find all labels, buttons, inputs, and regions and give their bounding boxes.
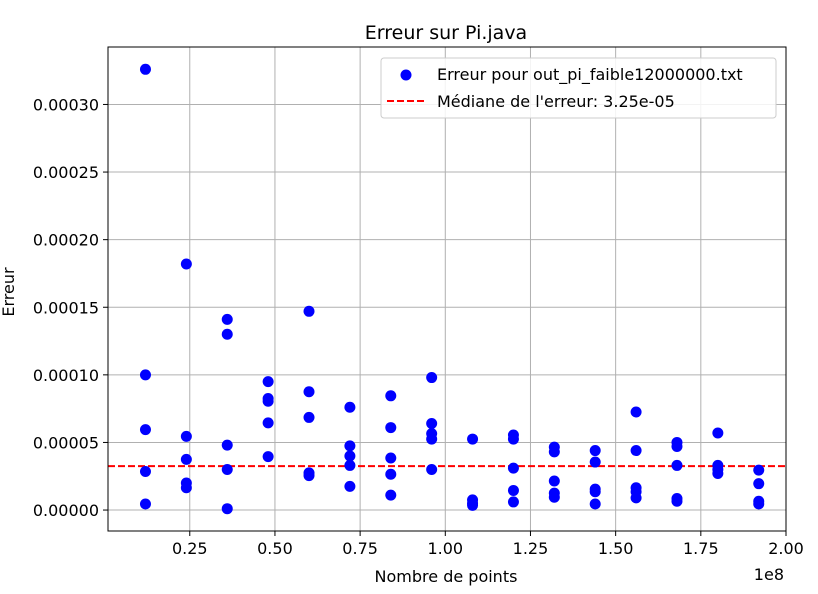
data-point — [589, 486, 601, 498]
legend: Erreur pour out_pi_faible12000000.txt Mé… — [380, 57, 777, 119]
x-tick-label: 0.25 — [172, 539, 208, 558]
data-point — [180, 258, 192, 270]
data-point — [507, 462, 519, 474]
data-point — [385, 422, 397, 434]
data-point — [712, 468, 724, 480]
chart-title: Erreur sur Pi.java — [365, 22, 527, 44]
data-point — [344, 450, 356, 462]
data-point — [671, 495, 683, 507]
data-point — [385, 489, 397, 501]
y-tick-label: 0.00010 — [33, 366, 99, 385]
data-point — [221, 463, 233, 475]
data-point — [671, 459, 683, 471]
data-point — [139, 63, 151, 75]
legend-label-median: Médiane de l'erreur: 3.25e-05 — [437, 92, 675, 111]
x-axis-label: Nombre de points — [375, 567, 518, 586]
data-point — [221, 439, 233, 451]
data-point — [589, 456, 601, 468]
y-tick-label: 0.00015 — [33, 298, 99, 317]
y-tick-label: 0.00025 — [33, 163, 99, 182]
data-point — [180, 482, 192, 494]
data-points — [139, 63, 765, 515]
data-point — [630, 406, 642, 418]
data-point — [139, 498, 151, 510]
data-point — [426, 372, 438, 384]
data-point — [303, 411, 315, 423]
data-point — [671, 441, 683, 453]
data-point — [589, 445, 601, 457]
data-point — [262, 451, 274, 463]
data-point — [221, 503, 233, 515]
x-tick-label: 0.75 — [342, 539, 378, 558]
x-tick-label: 1.00 — [427, 539, 463, 558]
x-tick-label: 0.50 — [257, 539, 293, 558]
data-point — [180, 430, 192, 442]
legend-box — [380, 57, 777, 119]
data-point — [262, 376, 274, 388]
data-point — [139, 369, 151, 381]
data-point — [630, 445, 642, 457]
data-point — [507, 433, 519, 445]
data-point — [753, 464, 765, 476]
data-point — [262, 395, 274, 407]
data-point — [344, 480, 356, 492]
data-point — [426, 463, 438, 475]
plot-frame — [107, 46, 787, 532]
data-point — [753, 478, 765, 490]
data-point — [548, 475, 560, 487]
y-tick-label: 0.00020 — [33, 231, 99, 250]
data-point — [303, 470, 315, 482]
data-point — [753, 498, 765, 510]
data-point — [344, 440, 356, 452]
data-point — [712, 427, 724, 439]
data-point — [507, 496, 519, 508]
x-tick-label: 1.50 — [598, 539, 634, 558]
data-point — [467, 499, 479, 511]
data-point — [385, 468, 397, 480]
data-point — [467, 433, 479, 445]
x-tick-label: 1.75 — [683, 539, 719, 558]
x-axis-ticks: 0.25 0.50 0.75 1.00 1.25 1.50 1.75 2.00 — [172, 531, 804, 558]
data-point — [426, 418, 438, 430]
data-point — [221, 328, 233, 340]
data-point — [344, 459, 356, 471]
data-point — [344, 401, 356, 413]
x-axis-offset-text: 1e8 — [754, 565, 784, 584]
data-point — [139, 466, 151, 478]
data-point — [548, 446, 560, 458]
y-tick-label: 0.00000 — [33, 501, 99, 520]
data-point — [385, 452, 397, 464]
y-axis-ticks: 0.00000 0.00005 0.00010 0.00015 0.00020 0.000… — [33, 95, 108, 520]
y-tick-label: 0.00005 — [33, 433, 99, 452]
data-point — [262, 417, 274, 429]
data-point — [303, 386, 315, 398]
data-point — [426, 433, 438, 445]
data-point — [139, 424, 151, 436]
data-point — [507, 484, 519, 496]
data-point — [385, 390, 397, 402]
data-point — [589, 498, 601, 510]
data-point — [630, 492, 642, 504]
y-tick-label: 0.00030 — [33, 95, 99, 114]
data-point — [548, 491, 560, 503]
legend-label-scatter: Erreur pour out_pi_faible12000000.txt — [437, 65, 743, 85]
data-point — [180, 453, 192, 465]
x-tick-label: 1.25 — [513, 539, 549, 558]
legend-marker-scatter — [400, 69, 412, 81]
data-point — [221, 313, 233, 325]
data-point — [303, 305, 315, 317]
y-axis-label: Erreur — [0, 267, 18, 317]
x-tick-label: 2.00 — [768, 539, 804, 558]
